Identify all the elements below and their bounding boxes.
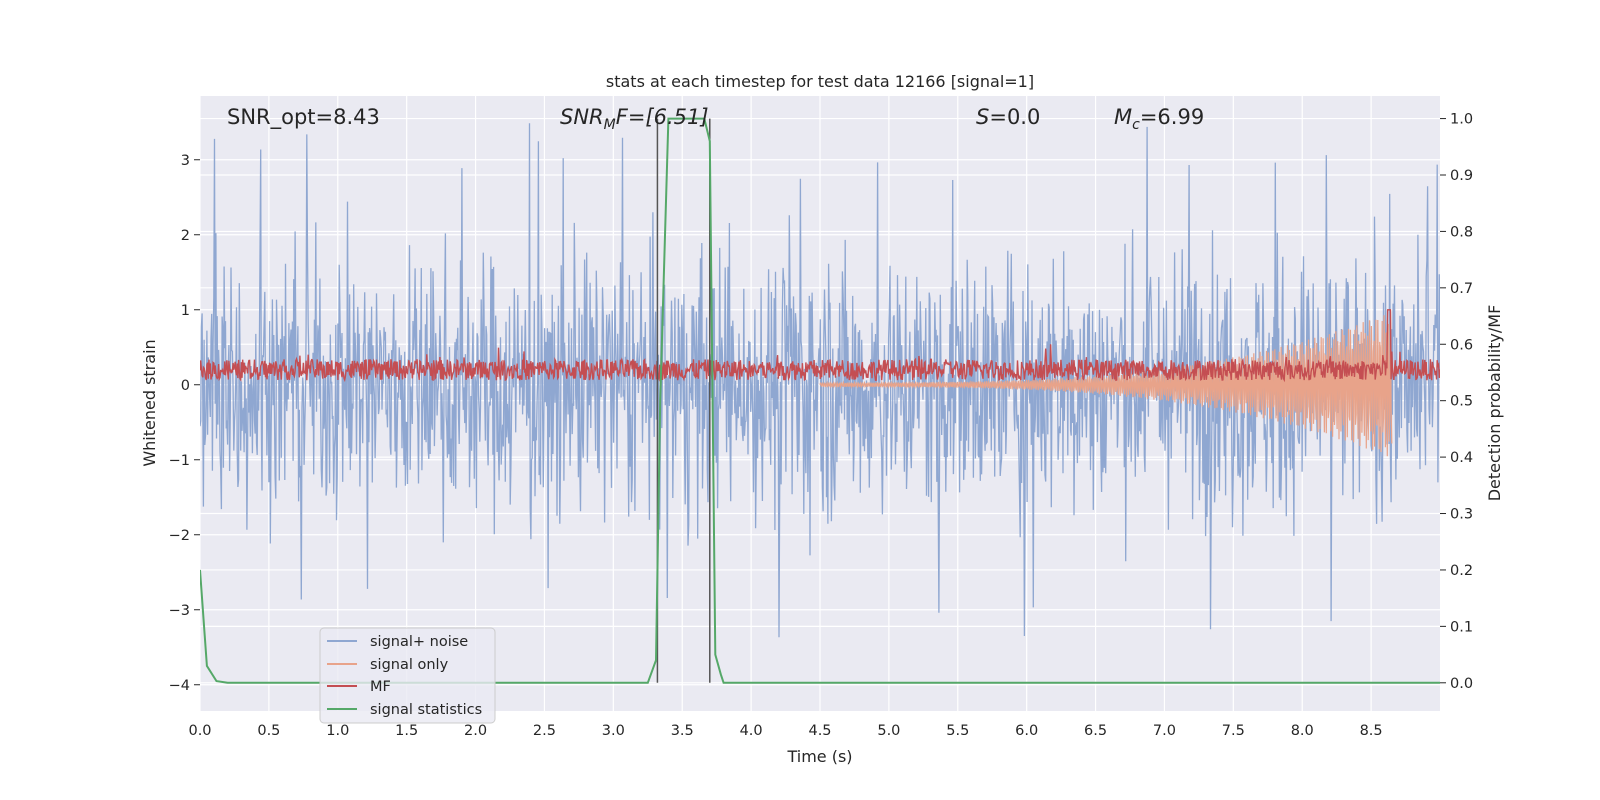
- y-right-tick-label: 1.0: [1450, 112, 1473, 128]
- y-right-tick-label: 0.3: [1450, 507, 1473, 523]
- y-right-tick-label: 0.6: [1450, 337, 1473, 353]
- legend-label-signal-statistics: signal statistics: [370, 702, 482, 718]
- y-left-tick-label: 1: [181, 303, 190, 319]
- y-left-tick-label: 3: [181, 153, 190, 169]
- x-tick-label: 0.0: [188, 723, 211, 739]
- y-right-tick-label: 0.4: [1450, 450, 1473, 466]
- y-right-tick-label: 0.5: [1450, 394, 1473, 410]
- y-right-tick-labels: 1.0 0.9 0.8 0.7 0.6 0.5 0.4 0.3 0.2 0.1 0.0: [1440, 112, 1473, 692]
- y-left-tick-label: −3: [169, 603, 190, 619]
- snr-mf-main: SNR: [560, 105, 604, 129]
- x-tick-label: 6.5: [1084, 723, 1107, 739]
- x-tick-label: 4.5: [808, 723, 831, 739]
- x-tick-label: 3.5: [671, 723, 694, 739]
- y-left-tick-label: −2: [169, 528, 190, 544]
- mc-rest: =6.99: [1140, 105, 1204, 129]
- legend: signal+ noise signal only MF signal stat…: [319, 627, 496, 724]
- y-right-tick-label: 0.1: [1450, 619, 1473, 635]
- x-tick-label: 1.0: [326, 723, 349, 739]
- legend-box: [319, 627, 496, 724]
- series-mf: [200, 309, 1440, 383]
- x-tick-label: 2.5: [533, 723, 556, 739]
- legend-label-mf: MF: [370, 679, 391, 695]
- legend-label-signal-noise: signal+ noise: [370, 634, 468, 650]
- s-main: S: [976, 105, 989, 129]
- y-left-tick-label: −1: [169, 453, 190, 469]
- y-left-axis-label: Whitened strain: [140, 339, 159, 466]
- x-tick-label: 8.5: [1360, 723, 1383, 739]
- series-signal-only: [819, 311, 1393, 457]
- y-right-tick-label: 0.0: [1450, 676, 1473, 692]
- legend-label-signal-only: signal only: [370, 657, 449, 673]
- x-tick-label: 0.5: [257, 723, 280, 739]
- mc-subscript: c: [1132, 117, 1140, 133]
- y-left-tick-label: −4: [169, 678, 190, 694]
- x-tick-label: 3.0: [602, 723, 625, 739]
- x-axis-label: Time (s): [786, 747, 852, 766]
- series-signal-noise: [200, 123, 1440, 638]
- snr-opt-annotation: SNR_opt=8.43: [227, 105, 380, 130]
- y-right-axis-label: Detection probability/MF: [1485, 305, 1504, 502]
- x-tick-label: 8.0: [1291, 723, 1314, 739]
- x-tick-label: 6.0: [1015, 723, 1038, 739]
- series-signal-statistics: [200, 117, 1440, 684]
- y-right-tick-label: 0.7: [1450, 281, 1473, 297]
- x-tick-label: 2.0: [464, 723, 487, 739]
- x-tick-label: 7.0: [1153, 723, 1176, 739]
- x-tick-label: 5.5: [946, 723, 969, 739]
- snr-mf-subscript: M: [604, 117, 616, 133]
- x-tick-label: 5.0: [877, 723, 900, 739]
- y-left-tick-label: 0: [181, 378, 190, 394]
- y-right-tick-label: 0.2: [1450, 563, 1473, 579]
- data-layer: [200, 117, 1440, 684]
- snr-mf-annotation: SNRMF=[6.51]: [560, 105, 709, 133]
- s-annotation: S=0.0: [976, 105, 1040, 129]
- chart-title: stats at each timestep for test data 121…: [606, 72, 1034, 91]
- x-tick-labels: 0.0 0.5 1.0 1.5 2.0 2.5 3.0 3.5 4.0 4.5 5.0 5.5 6.0 6…: [188, 723, 1382, 739]
- s-rest: =0.0: [989, 105, 1040, 129]
- mc-annotation: Mc=6.99: [1114, 105, 1204, 133]
- x-tick-label: 7.5: [1222, 723, 1245, 739]
- snr-mf-rest: F=[6.51]: [616, 105, 709, 129]
- y-left-tick-labels: 3 2 1 0 −1 −2 −3 −4: [169, 153, 200, 694]
- y-right-tick-label: 0.9: [1450, 168, 1473, 184]
- y-right-tick-label: 0.8: [1450, 224, 1473, 240]
- mc-main: M: [1114, 105, 1132, 129]
- x-tick-label: 1.5: [395, 723, 418, 739]
- x-tick-label: 4.0: [740, 723, 763, 739]
- y-left-tick-label: 2: [181, 228, 190, 244]
